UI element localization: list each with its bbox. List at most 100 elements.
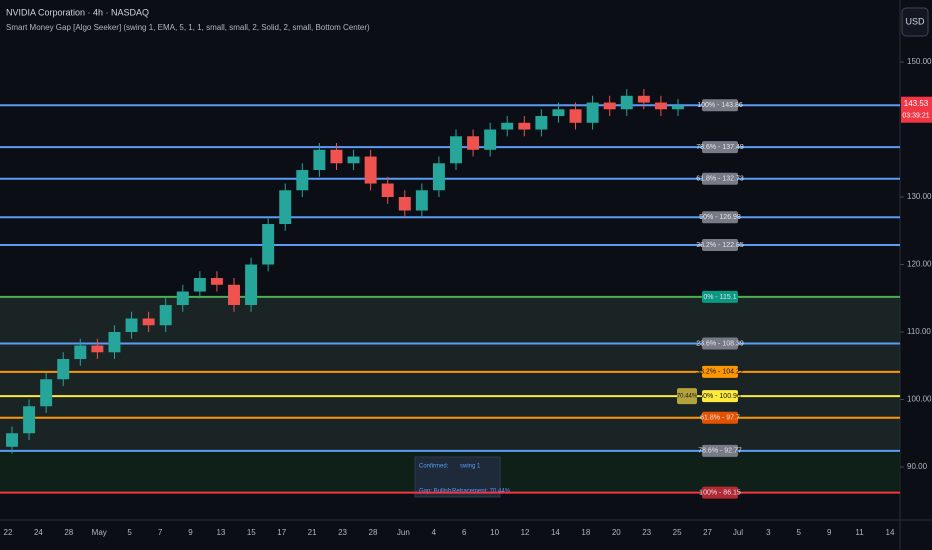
candle-body (450, 136, 462, 164)
candle-body (398, 197, 411, 211)
retracement-tag: 70.44% (677, 394, 698, 400)
level-label: 38.2% - 122.85 (696, 242, 744, 249)
candle-body (245, 264, 258, 306)
x-tick-label: 24 (34, 528, 43, 537)
candle-body (432, 163, 445, 191)
candle-body (142, 318, 155, 326)
candle-body (330, 149, 343, 164)
y-tick-label: 110.00 (907, 327, 931, 336)
candle-body (535, 116, 548, 130)
info-text: Gap: Bullish (419, 489, 451, 495)
candle-body (484, 129, 497, 150)
level-label: 61.8% - 132.73 (696, 176, 744, 183)
x-tick-label: Jul (733, 528, 743, 537)
x-tick-label: 18 (581, 528, 590, 537)
candle-body (381, 183, 394, 198)
candle-body (586, 102, 599, 123)
x-tick-label: 27 (703, 528, 712, 537)
x-tick-label: 25 (673, 528, 682, 537)
x-tick-label: 3 (766, 528, 771, 537)
candle-body (364, 156, 377, 184)
candle-body (518, 122, 531, 130)
countdown-label: 03:39:21 (902, 113, 929, 120)
x-tick-label: 28 (369, 528, 378, 537)
candle-body (91, 345, 104, 353)
candle-body (569, 109, 582, 123)
level-label: 50% - 100.96 (699, 393, 741, 400)
candle-body (23, 406, 36, 434)
last-price-box (901, 96, 932, 123)
currency-button[interactable] (901, 7, 929, 37)
level-label-box (702, 172, 738, 185)
level-label-box (702, 290, 738, 303)
candle-body (603, 102, 616, 110)
y-tick-label: 100.00 (907, 395, 932, 404)
x-tick-label: 6 (462, 528, 467, 537)
y-tick-label: 130.00 (907, 192, 932, 201)
x-tick-label: 4 (432, 528, 437, 537)
level-label: 38.2% - 104.22 (696, 369, 744, 376)
candle-body (415, 190, 428, 211)
candle-body (552, 109, 565, 117)
level-label-box (702, 486, 738, 499)
candle-body (279, 190, 292, 225)
info-text: Retracement: 70.44% (452, 489, 511, 495)
candle-body (108, 332, 121, 353)
level-label: 100% - 143.86 (697, 102, 743, 109)
info-box (414, 456, 501, 498)
x-tick-label: 23 (338, 528, 347, 537)
x-tick-label: 23 (642, 528, 651, 537)
x-tick-label: 14 (551, 528, 560, 537)
candle-body (228, 284, 240, 306)
candle-body (210, 278, 223, 285)
currency-label[interactable]: USD (905, 16, 925, 26)
level-label: 61.8% - 97.7 (700, 415, 740, 422)
candle-body (193, 278, 206, 292)
level-label-box (702, 211, 738, 224)
x-tick-label: Jun (397, 528, 410, 537)
candle-body (467, 136, 480, 150)
candle-body (620, 95, 633, 110)
level-label: 78.6% - 137.49 (696, 144, 744, 151)
x-tick-label: 9 (188, 528, 193, 537)
candle-body (313, 149, 326, 171)
candle-body (296, 170, 309, 191)
last-price-label: 143.53 (904, 99, 929, 108)
level-label: 23.6% - 108.39 (696, 340, 744, 347)
x-tick-label: 14 (886, 528, 895, 537)
level-label-box (702, 141, 738, 154)
info-text: Confirmed: (419, 464, 449, 470)
level-label: 50% - 126.98 (699, 214, 741, 221)
candle-body (40, 379, 53, 407)
x-tick-label: 20 (612, 528, 621, 537)
level-label: 78.6% - 92.77 (698, 448, 742, 455)
candle-body (262, 224, 275, 265)
level-label: 100% - 86.15 (699, 490, 741, 497)
x-tick-label: May (92, 528, 107, 537)
candle-body (637, 95, 650, 103)
candle-body (501, 122, 514, 130)
level-label-box (702, 390, 738, 403)
level-label-box (702, 365, 738, 378)
y-tick-label: 90.00 (907, 462, 928, 471)
candle-body (159, 305, 172, 326)
candle-body (6, 433, 18, 447)
x-tick-label: 13 (216, 528, 225, 537)
candle-body (125, 318, 138, 333)
x-tick-label: 28 (64, 528, 73, 537)
x-tick-label: 10 (490, 528, 499, 537)
chart-title: NVIDIA Corporation · 4h · NASDAQ (6, 7, 149, 17)
x-tick-label: 12 (521, 528, 530, 537)
info-text: swing 1 (460, 464, 481, 470)
x-tick-label: 9 (827, 528, 832, 537)
level-label: 0% - 115.1 (703, 294, 736, 301)
x-tick-label: 22 (4, 528, 13, 537)
level-label-box (702, 337, 738, 350)
candle-body (672, 105, 684, 110)
level-label-box (702, 238, 738, 251)
x-tick-label: 5 (797, 528, 802, 537)
candle-body (74, 345, 87, 360)
level-label-box (702, 444, 738, 457)
x-tick-label: 15 (247, 528, 256, 537)
